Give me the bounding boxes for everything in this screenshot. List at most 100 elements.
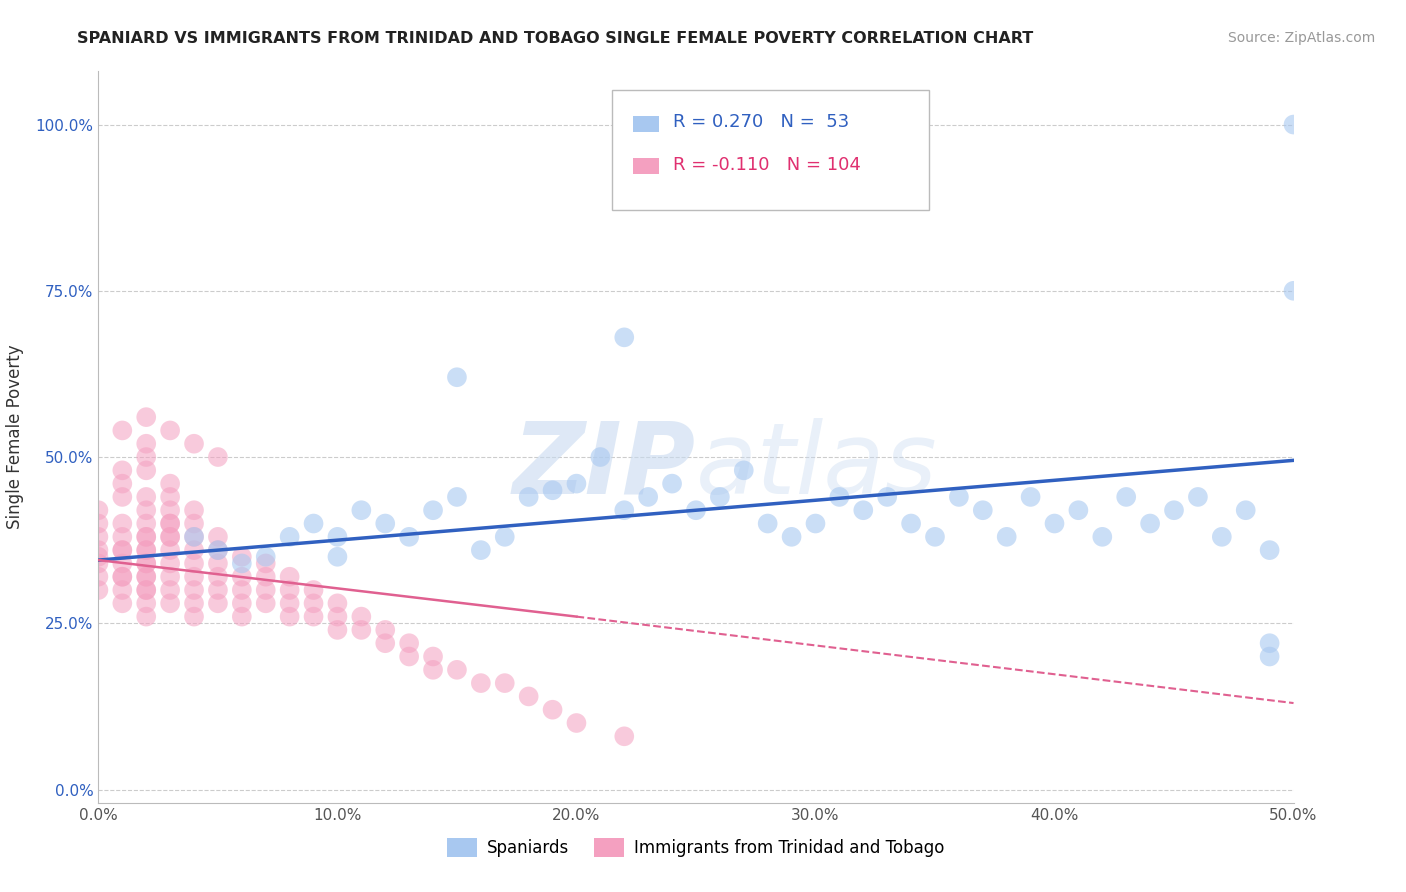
Point	[159, 570, 181, 584]
Point	[924, 530, 946, 544]
Point	[350, 609, 373, 624]
Point	[111, 543, 134, 558]
Point	[1258, 649, 1281, 664]
Point	[207, 450, 229, 464]
Point	[1115, 490, 1137, 504]
Point	[135, 516, 157, 531]
FancyBboxPatch shape	[633, 116, 659, 132]
Point	[231, 570, 253, 584]
Point	[87, 503, 110, 517]
Point	[1282, 284, 1305, 298]
Point	[613, 503, 636, 517]
Point	[135, 609, 157, 624]
Point	[254, 549, 277, 564]
Point	[207, 543, 229, 558]
FancyBboxPatch shape	[613, 90, 929, 211]
Point	[135, 503, 157, 517]
Point	[159, 530, 181, 544]
Point	[159, 476, 181, 491]
Point	[613, 330, 636, 344]
Point	[1043, 516, 1066, 531]
Point	[207, 543, 229, 558]
Point	[1282, 118, 1305, 132]
Point	[135, 463, 157, 477]
Point	[111, 424, 134, 438]
Point	[326, 530, 349, 544]
Point	[804, 516, 827, 531]
Point	[135, 543, 157, 558]
Point	[446, 490, 468, 504]
Point	[278, 570, 301, 584]
Point	[278, 596, 301, 610]
Point	[541, 483, 564, 498]
Text: SPANIARD VS IMMIGRANTS FROM TRINIDAD AND TOBAGO SINGLE FEMALE POVERTY CORRELATIO: SPANIARD VS IMMIGRANTS FROM TRINIDAD AND…	[77, 31, 1033, 46]
Point	[1258, 636, 1281, 650]
Point	[183, 530, 205, 544]
Point	[254, 570, 277, 584]
Point	[111, 543, 134, 558]
Point	[111, 582, 134, 597]
Point	[111, 596, 134, 610]
Point	[159, 490, 181, 504]
Point	[183, 543, 205, 558]
Point	[135, 557, 157, 571]
Point	[159, 516, 181, 531]
Point	[254, 557, 277, 571]
Text: Source: ZipAtlas.com: Source: ZipAtlas.com	[1227, 31, 1375, 45]
Point	[470, 543, 492, 558]
Point	[111, 490, 134, 504]
Point	[494, 530, 516, 544]
Point	[422, 663, 444, 677]
Legend: Spaniards, Immigrants from Trinidad and Tobago: Spaniards, Immigrants from Trinidad and …	[440, 831, 952, 864]
Point	[446, 663, 468, 677]
Point	[135, 557, 157, 571]
Point	[302, 516, 325, 531]
Point	[183, 596, 205, 610]
Point	[422, 503, 444, 517]
Point	[87, 549, 110, 564]
Point	[231, 609, 253, 624]
Point	[565, 476, 588, 491]
Point	[326, 596, 349, 610]
Point	[350, 503, 373, 517]
Point	[900, 516, 922, 531]
Point	[183, 436, 205, 450]
Point	[1211, 530, 1233, 544]
Point	[111, 557, 134, 571]
Text: R = 0.270   N =  53: R = 0.270 N = 53	[673, 113, 849, 131]
Point	[828, 490, 851, 504]
Point	[589, 450, 612, 464]
Point	[756, 516, 779, 531]
Point	[111, 516, 134, 531]
Point	[254, 596, 277, 610]
Point	[278, 530, 301, 544]
Point	[159, 503, 181, 517]
Point	[374, 516, 396, 531]
Point	[183, 570, 205, 584]
Point	[159, 596, 181, 610]
Point	[87, 516, 110, 531]
Point	[1019, 490, 1042, 504]
Point	[398, 649, 420, 664]
Point	[183, 582, 205, 597]
Point	[207, 596, 229, 610]
Point	[87, 570, 110, 584]
Point	[948, 490, 970, 504]
Point	[852, 503, 875, 517]
Point	[111, 476, 134, 491]
Point	[135, 410, 157, 425]
Point	[87, 557, 110, 571]
Point	[231, 582, 253, 597]
Point	[780, 530, 803, 544]
Point	[661, 476, 683, 491]
Point	[231, 549, 253, 564]
Point	[278, 609, 301, 624]
Point	[183, 557, 205, 571]
Point	[302, 609, 325, 624]
Text: atlas: atlas	[696, 417, 938, 515]
Point	[159, 582, 181, 597]
Point	[135, 530, 157, 544]
Point	[541, 703, 564, 717]
Point	[1139, 516, 1161, 531]
Point	[87, 582, 110, 597]
